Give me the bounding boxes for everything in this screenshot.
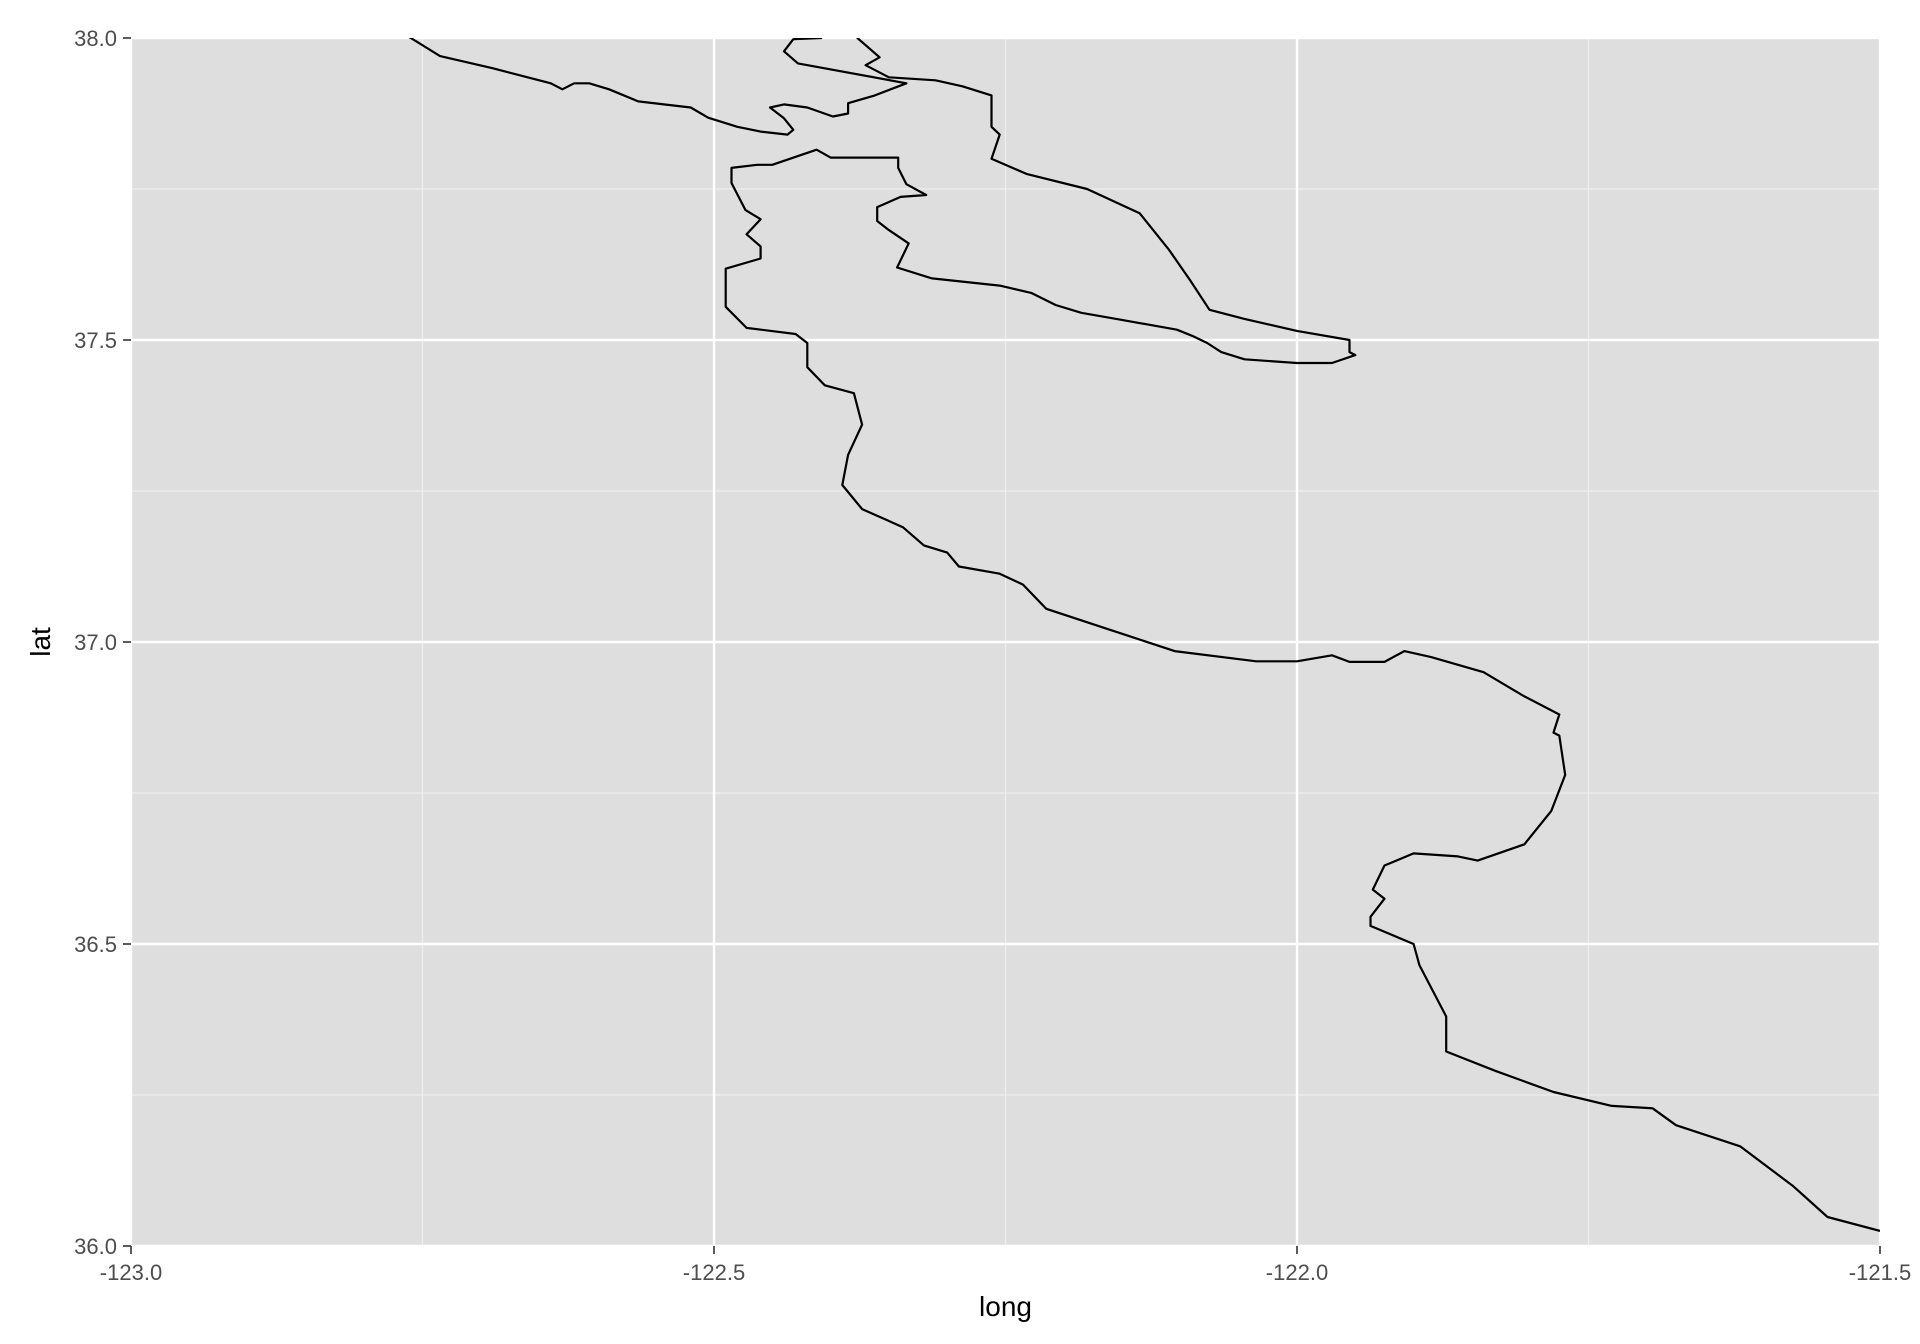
coastline-series-2 (724, 38, 1880, 1232)
y-tick-label: 36.5 (74, 932, 117, 957)
y-tick-label: 37.5 (74, 328, 117, 353)
x-axis-title: long (979, 1291, 1032, 1322)
y-axis-title: lat (25, 627, 56, 657)
x-tick-label: -121.5 (1849, 1260, 1911, 1285)
x-tick-label: -122.5 (683, 1260, 745, 1285)
x-axis: -123.0 -122.5 -122.0 -121.5 (100, 1246, 1911, 1285)
x-tick-label: -122.0 (1266, 1260, 1328, 1285)
coastline-series-1 (408, 38, 908, 136)
y-tick-label: 37.0 (74, 630, 117, 655)
y-tick-label: 38.0 (74, 26, 117, 51)
coastline-paths (408, 38, 1880, 1232)
y-axis: 36.0 36.5 37.0 37.5 38.0 (74, 26, 131, 1259)
x-tick-label: -123.0 (100, 1260, 162, 1285)
major-gridlines (129, 36, 1882, 1248)
y-tick-label: 36.0 (74, 1234, 117, 1259)
